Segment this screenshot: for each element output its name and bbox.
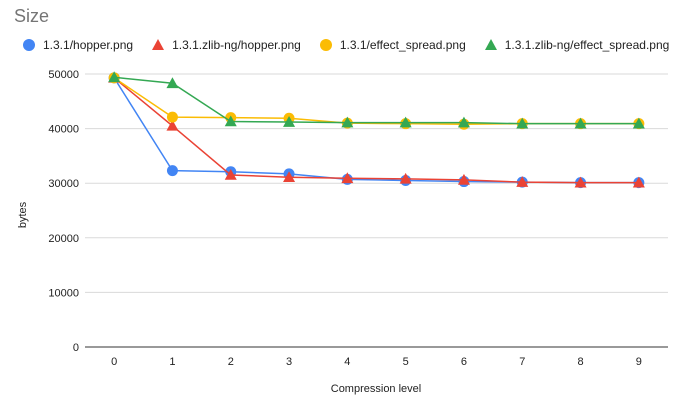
y-tick-label: 50000 — [48, 69, 79, 81]
data-point — [399, 172, 412, 184]
series-1 — [108, 72, 645, 189]
data-point — [283, 116, 296, 127]
chart-title: Size — [14, 6, 50, 26]
legend-item: 1.3.1/hopper.png — [22, 38, 133, 52]
triangle-marker-icon — [484, 39, 497, 50]
series-line — [113, 77, 639, 184]
x-tick-label: 1 — [169, 356, 175, 368]
data-point — [516, 117, 529, 129]
y-tick-label: 0 — [73, 342, 79, 354]
x-tick-label: 3 — [286, 356, 292, 368]
circle-marker-icon — [23, 39, 35, 51]
legend-item: 1.3.1.zlib-ng/effect_spread.png — [484, 38, 670, 52]
series-4 — [108, 71, 645, 129]
x-tick-label: 6 — [461, 356, 467, 368]
legend-label: 1.3.1/effect_spread.png — [339, 38, 466, 52]
x-tick-label: 7 — [519, 356, 525, 368]
x-tick-label: 5 — [403, 356, 409, 368]
x-tick-label: 0 — [111, 356, 117, 368]
y-axis-title: bytes — [17, 201, 29, 228]
x-axis-title: Compression level — [331, 383, 421, 395]
x-tick-label: 4 — [344, 356, 350, 368]
data-point — [574, 117, 587, 129]
legend-label: 1.3.1.zlib-ng/hopper.png — [172, 38, 301, 52]
data-point — [341, 116, 354, 128]
legend-item: 1.3.1.zlib-ng/hopper.png — [151, 38, 301, 52]
data-point — [108, 71, 121, 83]
legend-item: 1.3.1/effect_spread.png — [319, 38, 466, 52]
data-point — [457, 116, 470, 128]
legend: 1.3.1/hopper.png 1.3.1.zlib-ng/hopper.png… — [22, 38, 683, 52]
series — [108, 71, 645, 189]
x-tick-label: 9 — [636, 356, 642, 368]
y-tick-label: 10000 — [48, 287, 79, 299]
series-2 — [108, 71, 645, 188]
y-tick-label: 20000 — [48, 233, 79, 245]
data-point — [166, 165, 178, 177]
series-line — [113, 77, 639, 184]
data-point — [457, 173, 470, 185]
data-point — [224, 169, 237, 180]
data-point — [574, 176, 587, 188]
y-tick-label: 40000 — [48, 124, 79, 136]
data-point — [283, 171, 296, 182]
data-point — [224, 115, 237, 127]
series-3 — [108, 72, 645, 130]
axes: 0 10000 20000 30000 40000 50000 0 1 2 3 4 5 6 7 8 9 — [48, 69, 668, 368]
series-line — [114, 76, 639, 125]
legend-label: 1.3.1/hopper.png — [43, 38, 134, 52]
y-tick-label: 30000 — [48, 178, 79, 190]
data-point — [632, 117, 645, 129]
data-point — [341, 172, 354, 184]
triangle-marker-icon — [152, 39, 165, 50]
data-point — [166, 119, 179, 131]
data-point — [516, 176, 529, 187]
x-tick-label: 8 — [577, 356, 583, 368]
data-point — [166, 77, 179, 89]
circle-marker-icon — [319, 39, 332, 51]
legend-label: 1.3.1.zlib-ng/effect_spread.png — [504, 38, 670, 52]
data-point — [399, 116, 412, 128]
data-point — [166, 111, 178, 123]
data-point — [632, 176, 645, 188]
series-line — [113, 77, 639, 125]
x-tick-label: 2 — [228, 356, 234, 368]
